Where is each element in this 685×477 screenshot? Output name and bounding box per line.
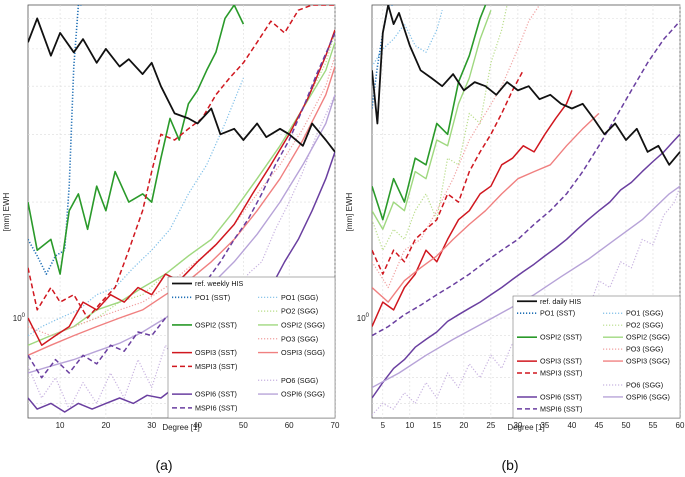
x-tick-label: 50 <box>622 421 631 430</box>
panel-b-ticks: 5 10 15 20 25 30 35 40 45 50 55 60 100 <box>357 313 685 430</box>
panel-b-ylabel: [mm] EWH <box>345 192 354 231</box>
series-line-po2 <box>372 5 508 251</box>
series-line-mspi3 <box>28 5 335 319</box>
series-line-ospi3 <box>28 29 335 346</box>
legend-label: MSPI3 (SST) <box>195 362 237 371</box>
panel-a-ticks: 10 20 30 40 50 60 70 100 <box>13 313 340 430</box>
x-tick-label: 20 <box>101 421 110 430</box>
x-tick-label: 10 <box>405 421 414 430</box>
legend-label: OSPI3 (SGG) <box>281 348 325 357</box>
series-line-ospi3 <box>372 90 573 327</box>
panel-a-xlabel: Degree [1] <box>162 423 199 432</box>
series-line-ospi2 <box>28 5 245 275</box>
legend-label: PO1 (SGG) <box>626 309 663 318</box>
series-line-po3 <box>28 55 335 337</box>
panel-b-xlabel: Degree [1] <box>507 423 544 432</box>
x-tick-label: 25 <box>486 421 495 430</box>
series-line-ospi6-sgg <box>372 185 680 389</box>
legend-label: PO2 (SGG) <box>626 321 663 330</box>
legend-box <box>512 295 681 419</box>
x-tick-label: 70 <box>331 421 340 430</box>
legend-label: OSPI2 (SST) <box>540 333 582 342</box>
x-tick-label: 60 <box>676 421 685 430</box>
series-line-po1-sgg <box>372 10 443 67</box>
x-tick-label: 5 <box>381 421 386 430</box>
panel-a-caption: (a) <box>155 457 172 473</box>
legend-label: PO2 (SGG) <box>281 307 318 316</box>
series-line-ref <box>372 5 680 166</box>
legend-label: OSPI6 (SGG) <box>281 390 325 399</box>
legend-label: OSPI2 (SST) <box>195 320 237 329</box>
legend-label: OSPI3 (SST) <box>195 348 237 357</box>
legend-label: PO1 (SST) <box>540 309 575 318</box>
series-line-ref <box>28 17 335 153</box>
legend-label: PO1 (SST) <box>195 293 230 302</box>
legend-label: OSPI3 (SST) <box>540 357 582 366</box>
series-line-po3 <box>372 5 540 289</box>
legend-label: PO3 (SGG) <box>626 345 663 354</box>
x-tick-label: 40 <box>567 421 576 430</box>
legend-label: PO6 (SGG) <box>281 376 318 385</box>
legend-label: OSPI2 (SGG) <box>281 320 325 329</box>
x-tick-label: 30 <box>147 421 156 430</box>
y-tick-label: 100 <box>357 313 370 323</box>
series-line-po1-sgg <box>28 77 244 337</box>
panel-b-caption: (b) <box>501 457 518 473</box>
x-tick-label: 35 <box>540 421 549 430</box>
legend-label: OSPI6 (SST) <box>540 392 582 401</box>
legend-label: ref. weekly HIS <box>195 279 244 288</box>
series-line-ospi6 <box>372 133 680 399</box>
panel-a-lines <box>28 5 335 413</box>
series-line-ospi2 <box>372 5 487 221</box>
legend-box <box>167 276 336 419</box>
x-tick-label: 10 <box>56 421 65 430</box>
series-line-mspi3 <box>372 69 524 275</box>
panel-a-ylabel: [mm] EWH <box>2 192 11 231</box>
x-tick-label: 40 <box>193 421 202 430</box>
x-tick-label: 50 <box>239 421 248 430</box>
x-tick-label: 30 <box>513 421 522 430</box>
legend-label: MSPI6 (SST) <box>195 403 237 412</box>
legend-label: OSPI6 (SST) <box>195 390 237 399</box>
legend-label: PO3 (SGG) <box>281 334 318 343</box>
panel-a: 10 20 30 40 50 60 70 100 Degree [1] [mm] EWH re… <box>2 4 340 473</box>
series-line-mspi6 <box>372 20 680 337</box>
legend-label: MSPI3 (SST) <box>540 369 582 378</box>
panel-b-legend: ref. daily HIS PO1 (SST) PO1 (SGG) PO2 (SGG… <box>512 295 681 419</box>
y-tick-label: 100 <box>13 313 26 323</box>
legend-label: PO1 (SGG) <box>281 293 318 302</box>
series-line-mspi6 <box>28 32 335 379</box>
panel-b: 5 10 15 20 25 30 35 40 45 50 55 60 100 Degree [1] [m… <box>345 4 685 473</box>
x-tick-label: 15 <box>432 421 441 430</box>
series-line-ospi2-sgg <box>372 9 492 231</box>
legend-label: OSPI2 (SGG) <box>626 333 670 342</box>
legend-label: PO6 (SGG) <box>626 381 663 390</box>
x-tick-label: 55 <box>649 421 658 430</box>
panel-b-lines <box>372 5 680 416</box>
x-tick-label: 45 <box>594 421 603 430</box>
legend-label: OSPI6 (SGG) <box>626 392 670 401</box>
series-line-ospi3-sgg <box>372 112 600 303</box>
legend-label: ref. daily HIS <box>540 297 581 306</box>
x-tick-label: 20 <box>459 421 468 430</box>
panel-a-legend: ref. weekly HIS PO1 (SST) PO1 (SGG) PO2 (SG… <box>167 276 336 419</box>
legend-label: MSPI6 (SST) <box>540 404 582 413</box>
series-line-ospi2-sgg <box>28 42 335 346</box>
legend-label: OSPI3 (SGG) <box>626 357 670 366</box>
x-tick-label: 60 <box>285 421 294 430</box>
